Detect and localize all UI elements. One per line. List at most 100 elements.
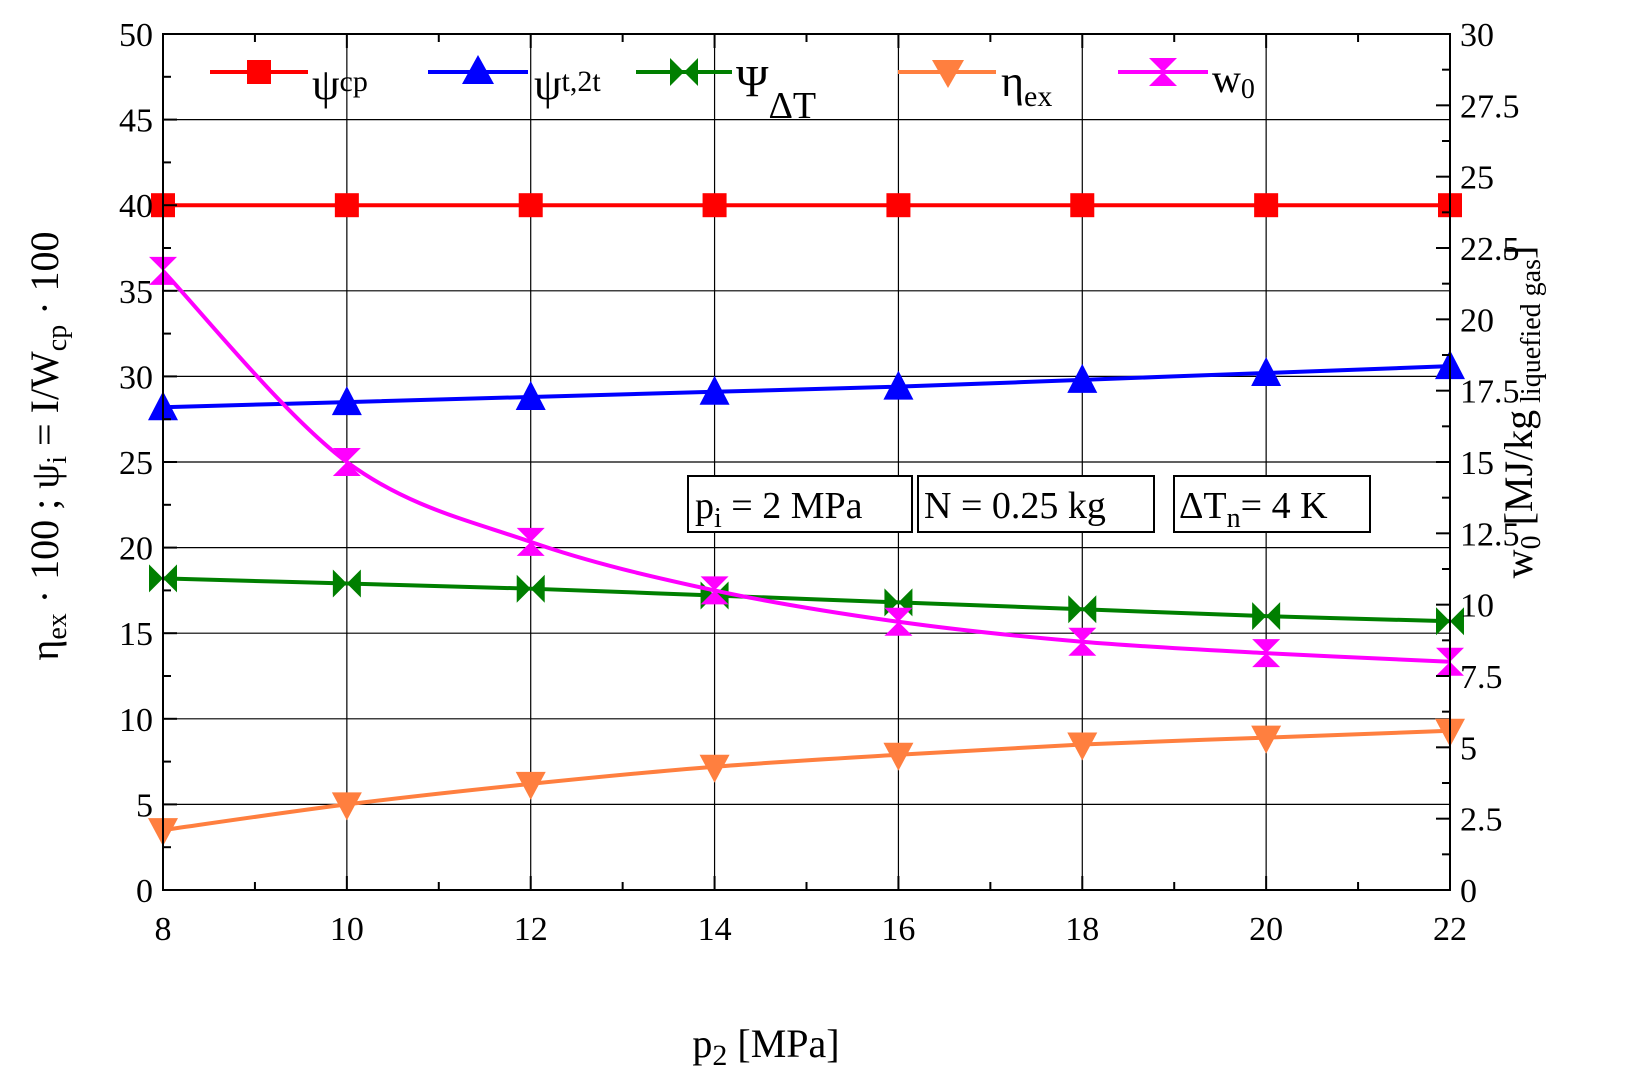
annotation-temperature-text: ΔTn= 4 K <box>1179 485 1328 534</box>
left-y-tick-label: 50 <box>119 17 153 54</box>
data-point-w0 <box>332 448 361 476</box>
data-point-w0 <box>1068 627 1097 656</box>
x-tick-label: 12 <box>514 911 548 948</box>
legend-item-w0: w0 <box>1118 56 1255 105</box>
legend-label-psi-t2t: ψt,2t <box>534 60 601 109</box>
axis-ticks: 8 10 12 14 16 18 20 220510152025303540455002.55… <box>119 17 1520 948</box>
legend-item-eta-ex: ηex <box>898 57 1052 113</box>
data-point-psi_cp <box>886 193 911 218</box>
annotation-pressure-text: pi = 2 MPa <box>695 485 863 534</box>
legend-marker-w0 <box>1149 58 1177 86</box>
right-y-title-mid: [MJ/kg <box>1496 410 1541 536</box>
annotation-pressure-main: p <box>695 485 714 527</box>
right-y-tick-label: 30 <box>1460 17 1494 54</box>
data-point-psi_t2t <box>515 380 546 410</box>
right-y-title-main-sub: 0 <box>1516 535 1547 549</box>
legend-marker-psi-dt <box>670 58 698 86</box>
x-axis-title-sub: 2 <box>712 1039 727 1072</box>
series-eta_ex <box>148 718 1465 847</box>
left-y-tick-label: 10 <box>119 702 153 739</box>
left-y-title-c-sub: cp <box>42 325 73 351</box>
data-point-psi_dT <box>332 569 361 598</box>
legend-label-psi-t2t-sub: t,2t <box>562 65 602 98</box>
data-point-psi_t2t <box>883 370 914 400</box>
data-point-eta_ex <box>1251 725 1282 754</box>
right-y-axis-title: w0 [MJ/kg liquefied gas] <box>1496 246 1547 579</box>
x-tick-label: 8 <box>155 911 172 948</box>
legend-item-psi-t2t: ψt,2t <box>428 55 601 109</box>
data-point-w0 <box>1252 639 1281 668</box>
series-line-eta_ex <box>162 728 1451 833</box>
right-y-tick-label: 20 <box>1460 302 1494 339</box>
x-tick-label: 14 <box>698 911 732 948</box>
data-point-psi_cp <box>702 193 727 218</box>
series-w0 <box>149 256 1464 676</box>
data-point-psi_t2t <box>1067 363 1098 393</box>
annotation-pressure-rest: = 2 MPa <box>722 485 863 527</box>
series-psi_cp <box>151 193 1462 218</box>
right-y-tick-label: 22.5 <box>1460 231 1520 268</box>
legend-marker-eta-ex <box>932 60 964 88</box>
right-y-tick-label: 2.5 <box>1460 802 1503 839</box>
left-y-tick-label: 25 <box>119 445 153 482</box>
series-psi_t2t <box>148 350 1465 421</box>
legend-item-psi-dt: ΨΔT <box>636 57 816 127</box>
data-point-w0 <box>516 527 545 556</box>
annotation-temperature: ΔTn= 4 K <box>1173 475 1371 534</box>
legend-label-w0-main: w <box>1212 56 1241 101</box>
right-y-tick-label: 7.5 <box>1460 659 1503 696</box>
legend-label-psi-dt: ΨΔT <box>736 57 816 127</box>
left-y-tick-label: 35 <box>119 274 153 311</box>
legend-label-psi-cp-sub: cp <box>340 65 368 98</box>
data-point-psi_t2t <box>1251 356 1282 386</box>
left-y-tick-label: 15 <box>119 616 153 653</box>
x-axis-title: p2 [MPa] <box>692 1021 839 1072</box>
left-y-tick-label: 45 <box>119 103 153 140</box>
x-tick-label: 10 <box>330 911 364 948</box>
legend-marker-psi-cp <box>247 60 271 84</box>
right-y-title-end: ] <box>1496 246 1541 259</box>
x-axis-title-rest: [MPa] <box>727 1021 839 1066</box>
annotation-temperature-sub: n <box>1227 503 1241 534</box>
data-point-psi_cp <box>334 193 359 218</box>
legend-label-psi-cp: ψcp <box>312 60 368 109</box>
data-point-psi_t2t <box>699 375 730 405</box>
right-y-tick-label: 15 <box>1460 445 1494 482</box>
x-tick-label: 20 <box>1249 911 1283 948</box>
legend: ψcp ψt,2t ΨΔT ηex w0 <box>210 55 1255 127</box>
left-y-axis-title: ηex · 100 ; ψi = I/Wcp · 100 <box>22 231 73 660</box>
right-y-tick-label: 12.5 <box>1460 516 1520 553</box>
annotation-temperature-box <box>1173 475 1371 533</box>
left-y-tick-label: 20 <box>119 531 153 568</box>
legend-label-psi-dt-sub: ΔT <box>768 85 816 127</box>
data-point-psi_dT <box>1068 595 1097 624</box>
series-line-psi_t2t <box>162 364 1451 410</box>
annotation-pressure-sub: i <box>714 503 722 534</box>
data-point-psi_dT <box>1252 602 1281 631</box>
legend-marker-psi-t2t <box>462 55 494 84</box>
legend-label-w0-sub: 0 <box>1241 74 1255 105</box>
x-tick-label: 16 <box>881 911 915 948</box>
right-y-title-mid-sub: liquefied gas <box>1516 259 1547 410</box>
annotation-pressure: pi = 2 MPa <box>687 475 913 534</box>
x-axis-title-main: p <box>692 1021 712 1066</box>
left-y-title-a: η <box>22 640 67 661</box>
series-psi_dT <box>149 564 1464 636</box>
right-y-title-main: w <box>1496 549 1541 578</box>
annotation-pressure-box <box>687 475 913 533</box>
left-y-title-b: · 100 ; ψ <box>22 464 67 613</box>
data-point-eta_ex <box>699 754 730 783</box>
data-point-w0 <box>884 607 913 636</box>
annotation-mass-box <box>917 475 1155 533</box>
legend-label-w0: w0 <box>1212 56 1255 105</box>
legend-label-psi-dt-main: Ψ <box>736 57 769 106</box>
left-y-tick-label: 5 <box>136 787 153 824</box>
x-tick-label: 18 <box>1065 911 1099 948</box>
left-y-tick-label: 30 <box>119 359 153 396</box>
annotation-mass-text: N = 0.25 kg <box>924 485 1106 527</box>
right-y-tick-label: 27.5 <box>1460 88 1520 125</box>
right-y-tick-label: 0 <box>1460 873 1477 910</box>
annotation-temperature-main: ΔT <box>1179 485 1227 527</box>
data-point-psi_cp <box>518 193 543 218</box>
